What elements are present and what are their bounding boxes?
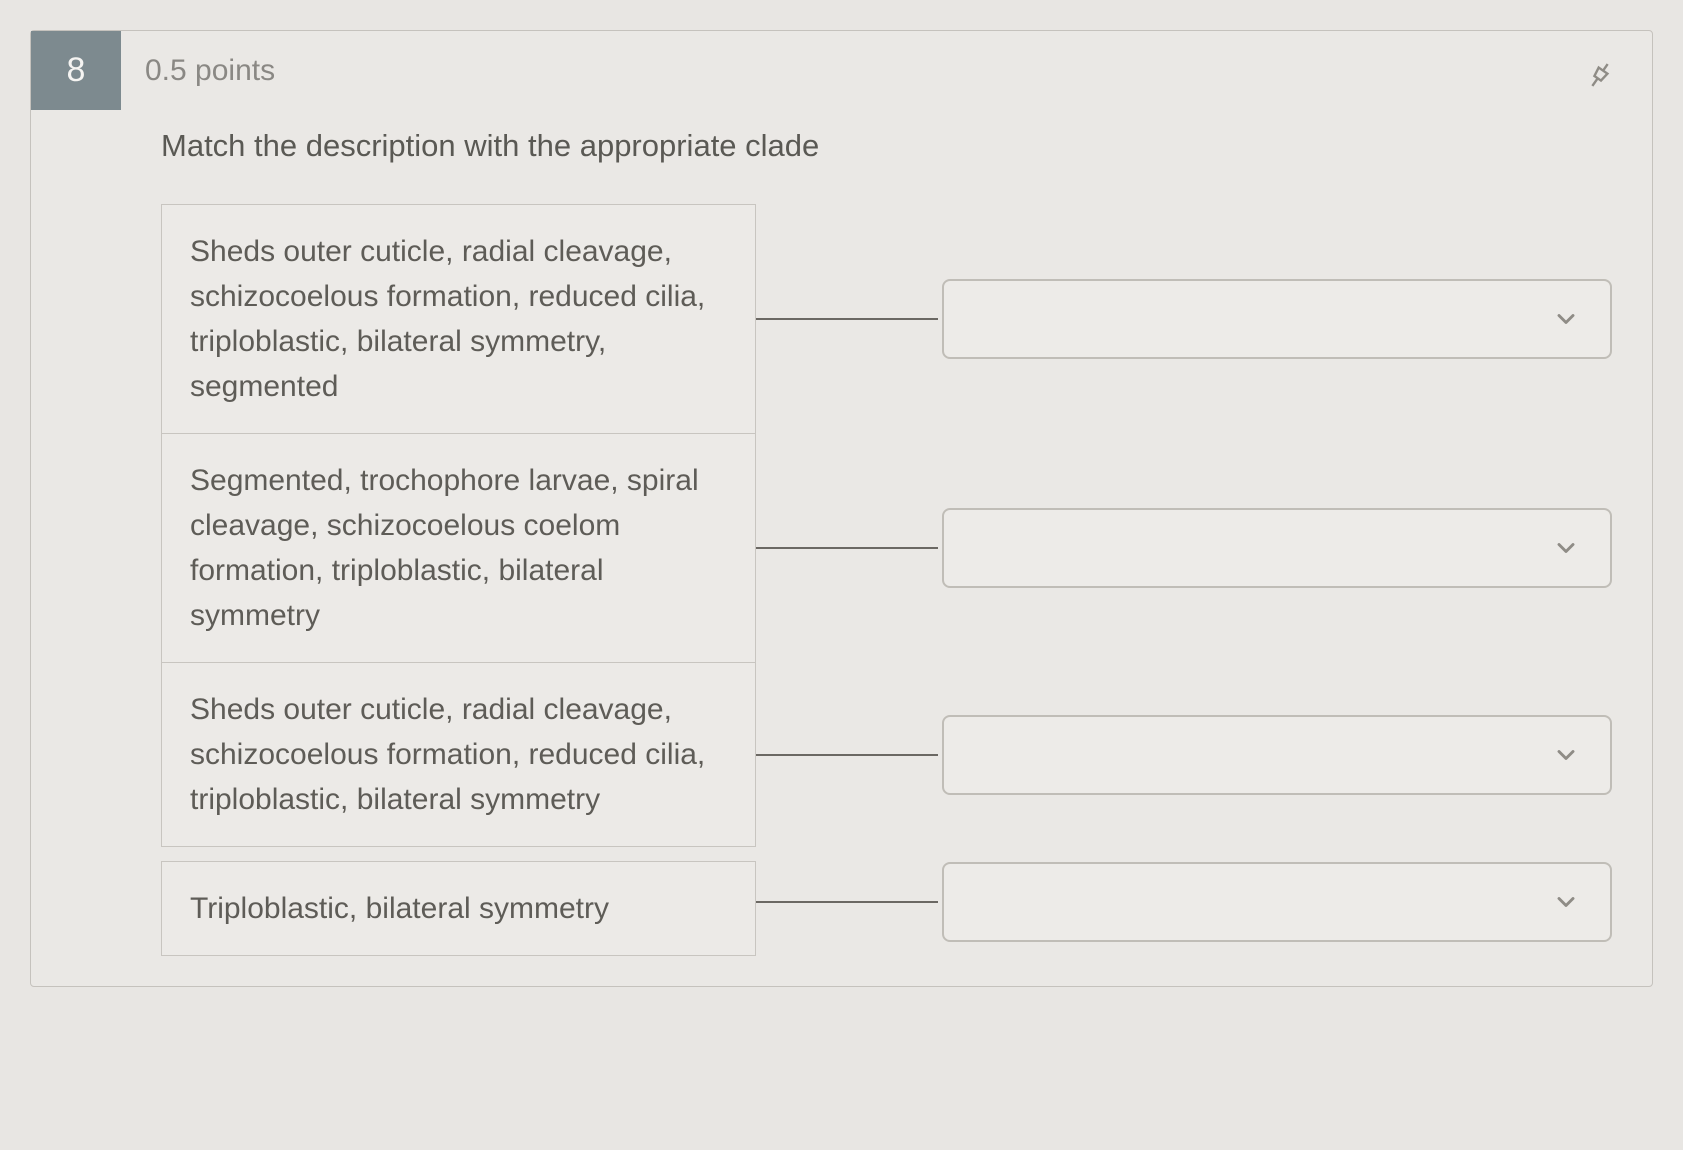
question-header: 8 0.5 points xyxy=(31,31,1652,110)
answer-dropdown[interactable] xyxy=(942,279,1612,359)
connector-line xyxy=(756,754,938,756)
chevron-down-icon xyxy=(1552,534,1580,562)
match-row: Sheds outer cuticle, radial cleavage, sc… xyxy=(161,662,1612,847)
question-number: 8 xyxy=(31,31,121,110)
question-prompt: Match the description with the appropria… xyxy=(161,128,1652,164)
question-points: 0.5 points xyxy=(145,54,275,88)
description-box: Sheds outer cuticle, radial cleavage, sc… xyxy=(161,204,756,433)
chevron-down-icon xyxy=(1552,888,1580,916)
description-box: Segmented, trochophore larvae, spiral cl… xyxy=(161,433,756,662)
description-box: Triploblastic, bilateral symmetry xyxy=(161,861,756,956)
answer-dropdown[interactable] xyxy=(942,862,1612,942)
match-row: Sheds outer cuticle, radial cleavage, sc… xyxy=(161,204,1612,433)
chevron-down-icon xyxy=(1552,305,1580,333)
description-box: Sheds outer cuticle, radial cleavage, sc… xyxy=(161,662,756,847)
question-container: 8 0.5 points Match the description with … xyxy=(30,30,1653,987)
pin-icon[interactable] xyxy=(1584,59,1616,91)
answer-dropdown[interactable] xyxy=(942,715,1612,795)
connector-line xyxy=(756,547,938,549)
chevron-down-icon xyxy=(1552,741,1580,769)
answer-dropdown[interactable] xyxy=(942,508,1612,588)
match-row: Segmented, trochophore larvae, spiral cl… xyxy=(161,433,1612,662)
connector-line xyxy=(756,901,938,903)
connector-line xyxy=(756,318,938,320)
match-row: Triploblastic, bilateral symmetry xyxy=(161,847,1612,956)
matching-container: Sheds outer cuticle, radial cleavage, sc… xyxy=(31,204,1652,956)
